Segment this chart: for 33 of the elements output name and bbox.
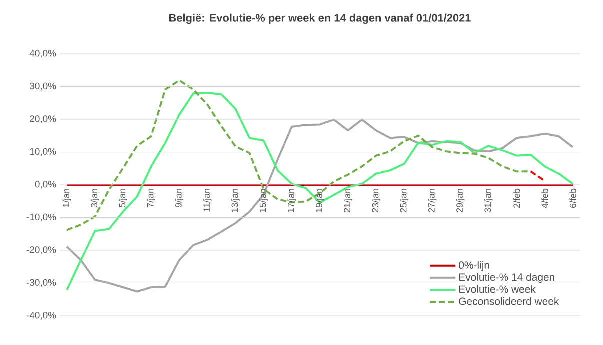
legend-label: 0%-lijn bbox=[459, 261, 490, 272]
x-tick-label: 21/jan bbox=[344, 189, 352, 212]
y-tick-label: 40,0% bbox=[30, 50, 56, 58]
legend-label: Evolutie-% week bbox=[459, 285, 536, 294]
x-tick-label: 23/jan bbox=[372, 189, 380, 212]
x-tick-label: 5/jan bbox=[119, 189, 128, 208]
y-tick-label: 10,0% bbox=[30, 148, 56, 156]
legend-label: Geconsolideerd week bbox=[459, 298, 560, 306]
y-tick-label: -10,0% bbox=[26, 214, 56, 222]
chart-title: België: Evolutie-% per week en 14 dagen vanaf 01/01/2021 bbox=[169, 14, 471, 24]
y-tick-label: -30,0% bbox=[26, 279, 56, 288]
y-tick-label: 20,0% bbox=[30, 116, 56, 124]
x-tick-label: 11/jan bbox=[203, 189, 212, 212]
y-tick-label: -20,0% bbox=[26, 246, 56, 254]
x-tick-label: 31/jan bbox=[484, 189, 493, 213]
legend-label: Evolutie-% 14 dagen bbox=[459, 273, 554, 284]
x-tick-label: 9/jan bbox=[175, 189, 184, 208]
x-tick-label: 13/jan bbox=[231, 189, 240, 212]
y-tick-label: 0,0% bbox=[35, 181, 56, 189]
x-tick-label: 27/jan bbox=[428, 189, 437, 212]
x-tick-label: 25/jan bbox=[400, 189, 409, 212]
x-tick-label: 17/jan bbox=[288, 189, 296, 212]
x-tick-label: 7/jan bbox=[147, 189, 156, 208]
x-tick-label: 6/feb bbox=[570, 188, 576, 208]
x-tick-label: 4/feb bbox=[542, 188, 548, 208]
x-tick-label: 29/jan bbox=[456, 189, 465, 212]
x-tick-label: 3/jan bbox=[90, 189, 100, 208]
y-tick-label: -40,0% bbox=[26, 312, 56, 320]
x-tick-label: 2/feb bbox=[513, 188, 520, 208]
y-tick-label: 30,0% bbox=[30, 82, 56, 91]
x-tick-label: 19/jan bbox=[316, 189, 324, 212]
x-tick-label: 15/jan bbox=[260, 189, 268, 212]
x-tick-label: 1/jan bbox=[62, 189, 72, 208]
